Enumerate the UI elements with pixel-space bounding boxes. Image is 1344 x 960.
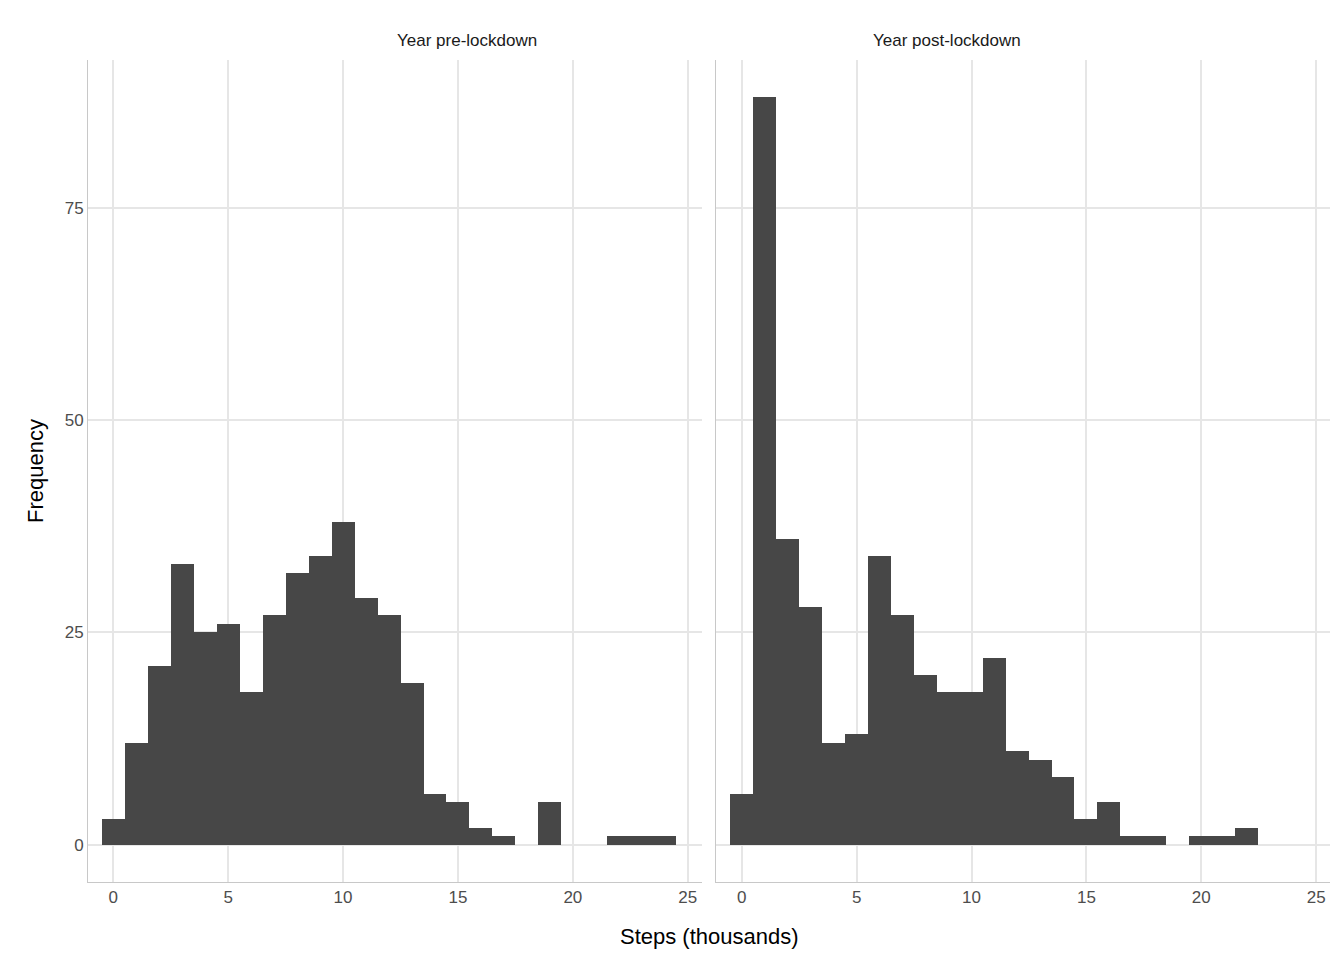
svg-text:5: 5 — [223, 888, 232, 907]
svg-text:Year post-lockdown: Year post-lockdown — [873, 31, 1021, 50]
svg-text:25: 25 — [1307, 888, 1326, 907]
svg-text:10: 10 — [334, 888, 353, 907]
svg-text:20: 20 — [1192, 888, 1211, 907]
svg-text:Steps (thousands): Steps (thousands) — [620, 924, 799, 949]
svg-text:Frequency: Frequency — [23, 419, 48, 523]
svg-text:0: 0 — [74, 836, 83, 855]
svg-text:25: 25 — [678, 888, 697, 907]
svg-text:50: 50 — [65, 411, 84, 430]
svg-text:15: 15 — [1077, 888, 1096, 907]
svg-text:25: 25 — [65, 623, 84, 642]
svg-text:0: 0 — [109, 888, 118, 907]
svg-text:75: 75 — [65, 199, 84, 218]
svg-text:10: 10 — [962, 888, 981, 907]
svg-text:20: 20 — [563, 888, 582, 907]
svg-text:5: 5 — [852, 888, 861, 907]
svg-text:Year pre-lockdown: Year pre-lockdown — [397, 31, 537, 50]
svg-text:0: 0 — [737, 888, 746, 907]
svg-text:15: 15 — [449, 888, 468, 907]
